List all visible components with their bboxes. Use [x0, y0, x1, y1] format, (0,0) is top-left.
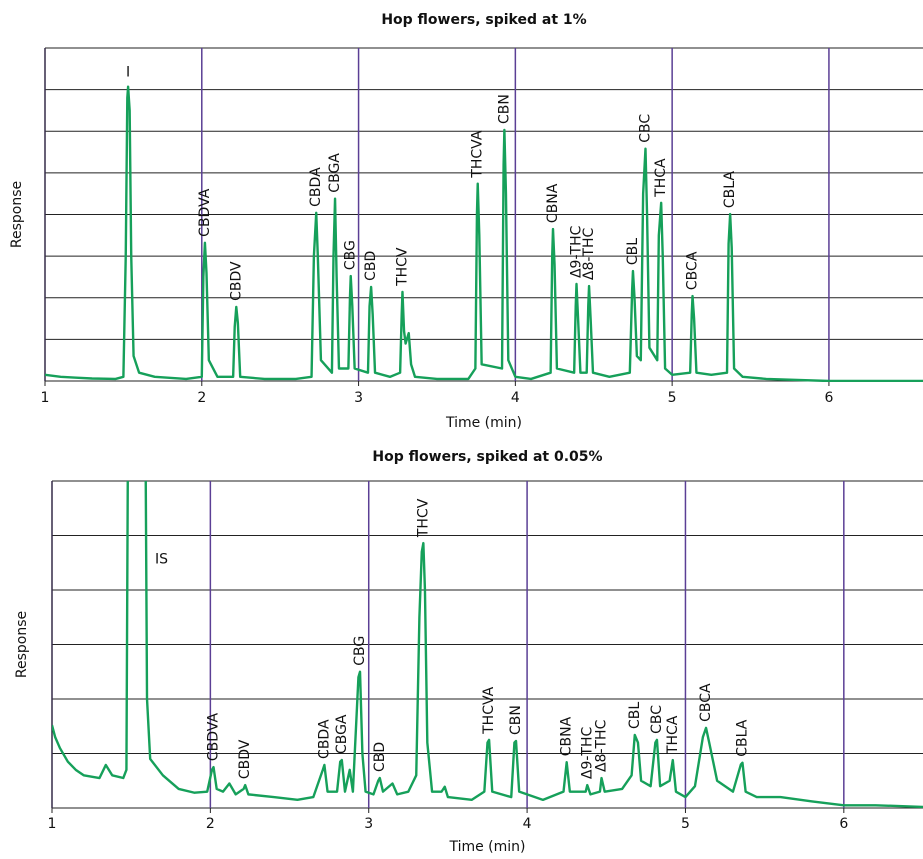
x-tick-label: 5: [681, 816, 690, 832]
peak-label: THCV: [394, 247, 410, 287]
chart-panel: Hop flowers, spiked at 1% 1 2 3 4 5 6 Time (min…: [9, 12, 923, 431]
peak-label: CBLA: [734, 719, 750, 757]
peak-label: CBG: [343, 240, 359, 270]
x-tick-label: 3: [354, 390, 363, 406]
peak-label: CBDV: [228, 261, 244, 301]
x-tick-label: 4: [523, 816, 532, 832]
x-tick-label: 6: [824, 390, 833, 406]
peak-label: Δ8-THC: [581, 227, 597, 280]
x-tick-label: 4: [511, 390, 520, 406]
chart-panel: Hop flowers, spiked at 0.05% 1 2 3 4 5 6 Time (…: [14, 449, 923, 855]
peak-label: I: [126, 65, 130, 81]
peak-label: CBLA: [722, 171, 738, 209]
chromatogram-trace: [52, 481, 923, 809]
peak-label: CBN: [508, 705, 524, 735]
peak-label: THCV: [415, 498, 431, 538]
y-axis-label: Response: [14, 611, 30, 678]
chromatogram-trace: [45, 85, 923, 382]
peak-label: CBDV: [237, 739, 253, 779]
peak-label: CBDA: [308, 167, 324, 207]
peak-label: CBN: [496, 94, 512, 124]
peak-label: CBC: [649, 705, 665, 734]
peak-label: CBGA: [327, 153, 343, 193]
x-tick-label: 2: [197, 390, 206, 406]
peak-label: CBCA: [685, 251, 701, 290]
peak-label: THCA: [653, 158, 669, 198]
x-tick-label: 1: [48, 816, 57, 832]
peak-label: CBDA: [316, 719, 332, 759]
peak-label: CBCA: [698, 683, 714, 722]
x-tick-label: 3: [364, 816, 373, 832]
x-tick-label: 1: [41, 390, 50, 406]
peak-label: CBD: [372, 742, 388, 772]
x-axis-label: Time (min): [448, 839, 525, 855]
peak-label: THCVA: [470, 130, 486, 179]
peak-label: CBG: [352, 636, 368, 666]
peak-label: CBDVA: [197, 188, 213, 237]
peak-label: CBL: [627, 702, 643, 729]
peak-label: CBD: [363, 251, 379, 281]
peak-label: CBGA: [334, 714, 350, 754]
peak-label: CBNA: [545, 183, 561, 223]
peak-label: Δ9-THC: [569, 225, 585, 278]
peak-label: CBNA: [559, 716, 575, 756]
x-tick-label: 5: [668, 390, 677, 406]
x-tick-label: 6: [839, 816, 848, 832]
peak-label: CBDVA: [206, 713, 222, 762]
peak-label: Δ8-THC: [594, 719, 610, 772]
peak-label: IS: [155, 551, 168, 567]
peak-label: Δ9-THC: [579, 726, 595, 779]
peak-label: THCVA: [481, 686, 497, 735]
peak-label: CBL: [625, 238, 641, 265]
peak-label: CBC: [637, 114, 653, 143]
peak-label: THCA: [665, 715, 681, 755]
x-tick-label: 2: [206, 816, 215, 832]
chart-title: Hop flowers, spiked at 1%: [381, 12, 586, 28]
x-axis-label: Time (min): [445, 415, 522, 431]
chart-title: Hop flowers, spiked at 0.05%: [372, 449, 602, 465]
y-axis-label: Response: [9, 181, 25, 248]
